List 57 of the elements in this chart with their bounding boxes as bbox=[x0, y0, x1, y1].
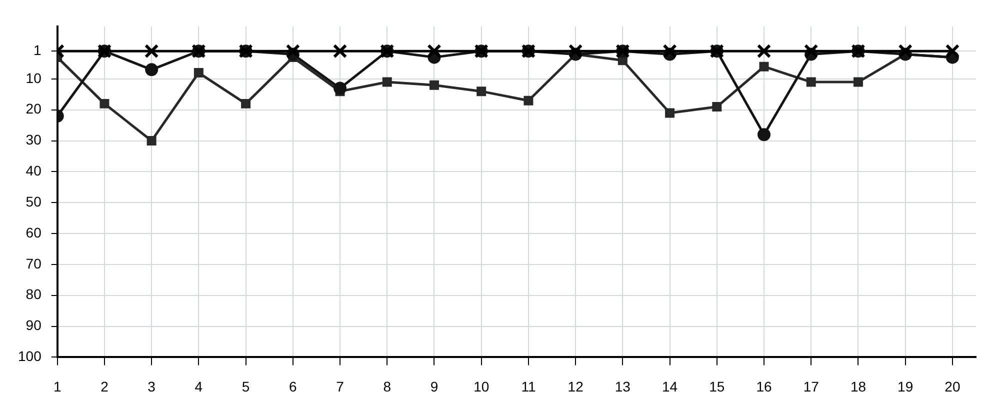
point bbox=[286, 44, 300, 58]
point bbox=[146, 136, 156, 146]
x-tick-label: 6 bbox=[289, 378, 298, 394]
point bbox=[476, 86, 486, 96]
point bbox=[898, 44, 912, 58]
x-tick-label: 13 bbox=[614, 378, 631, 394]
y-tick-label: 90 bbox=[26, 317, 42, 334]
point bbox=[194, 68, 204, 78]
point bbox=[662, 44, 677, 58]
x-tick-label: 2 bbox=[100, 378, 109, 394]
x-tick-label: 16 bbox=[756, 378, 772, 394]
x-tick-label: 4 bbox=[194, 378, 203, 394]
point bbox=[853, 77, 863, 87]
point bbox=[712, 102, 722, 112]
x-tick-label: 17 bbox=[803, 378, 820, 394]
x-tick-label: 18 bbox=[850, 378, 866, 394]
y-tick-label: 10 bbox=[26, 70, 42, 86]
point bbox=[429, 80, 439, 90]
point bbox=[382, 77, 392, 87]
point bbox=[568, 44, 583, 58]
x-tick-label: 8 bbox=[383, 378, 392, 394]
x-tick-label: 9 bbox=[430, 378, 438, 394]
x-tick-label: 15 bbox=[709, 378, 725, 394]
y-tick-label: 50 bbox=[26, 193, 42, 210]
point bbox=[756, 44, 772, 58]
point bbox=[332, 44, 348, 58]
x-tick-label: 20 bbox=[944, 378, 960, 394]
x-tick-label: 7 bbox=[336, 378, 344, 394]
point bbox=[945, 44, 960, 58]
point bbox=[806, 77, 816, 87]
y-tick-label: 100 bbox=[18, 348, 42, 364]
y-tick-label: 70 bbox=[26, 255, 42, 272]
y-tick-label: 80 bbox=[26, 286, 42, 302]
point bbox=[665, 108, 675, 118]
point bbox=[759, 62, 769, 72]
x-tick-label: 5 bbox=[242, 378, 250, 394]
point bbox=[524, 96, 534, 106]
x-tick-label: 11 bbox=[521, 378, 536, 394]
x-tick-label: 3 bbox=[148, 378, 156, 394]
y-tick-label: 30 bbox=[26, 132, 42, 148]
x-tick-label: 14 bbox=[662, 378, 678, 394]
x-tick-label: 10 bbox=[474, 378, 490, 394]
point bbox=[100, 98, 110, 108]
point bbox=[804, 44, 818, 58]
point bbox=[427, 44, 442, 58]
point bbox=[334, 82, 347, 95]
point bbox=[241, 98, 251, 108]
x-tick-label: 12 bbox=[568, 378, 584, 394]
point bbox=[145, 63, 158, 76]
y-tick-label: 40 bbox=[26, 162, 42, 179]
y-tick-label: 1 bbox=[34, 42, 42, 58]
y-tick-label: 20 bbox=[26, 100, 42, 117]
x-tick-label: 1 bbox=[53, 378, 62, 394]
point bbox=[758, 128, 771, 142]
y-tick-label: 60 bbox=[26, 224, 42, 240]
x-tick-label: 19 bbox=[898, 378, 914, 394]
point bbox=[144, 44, 159, 58]
